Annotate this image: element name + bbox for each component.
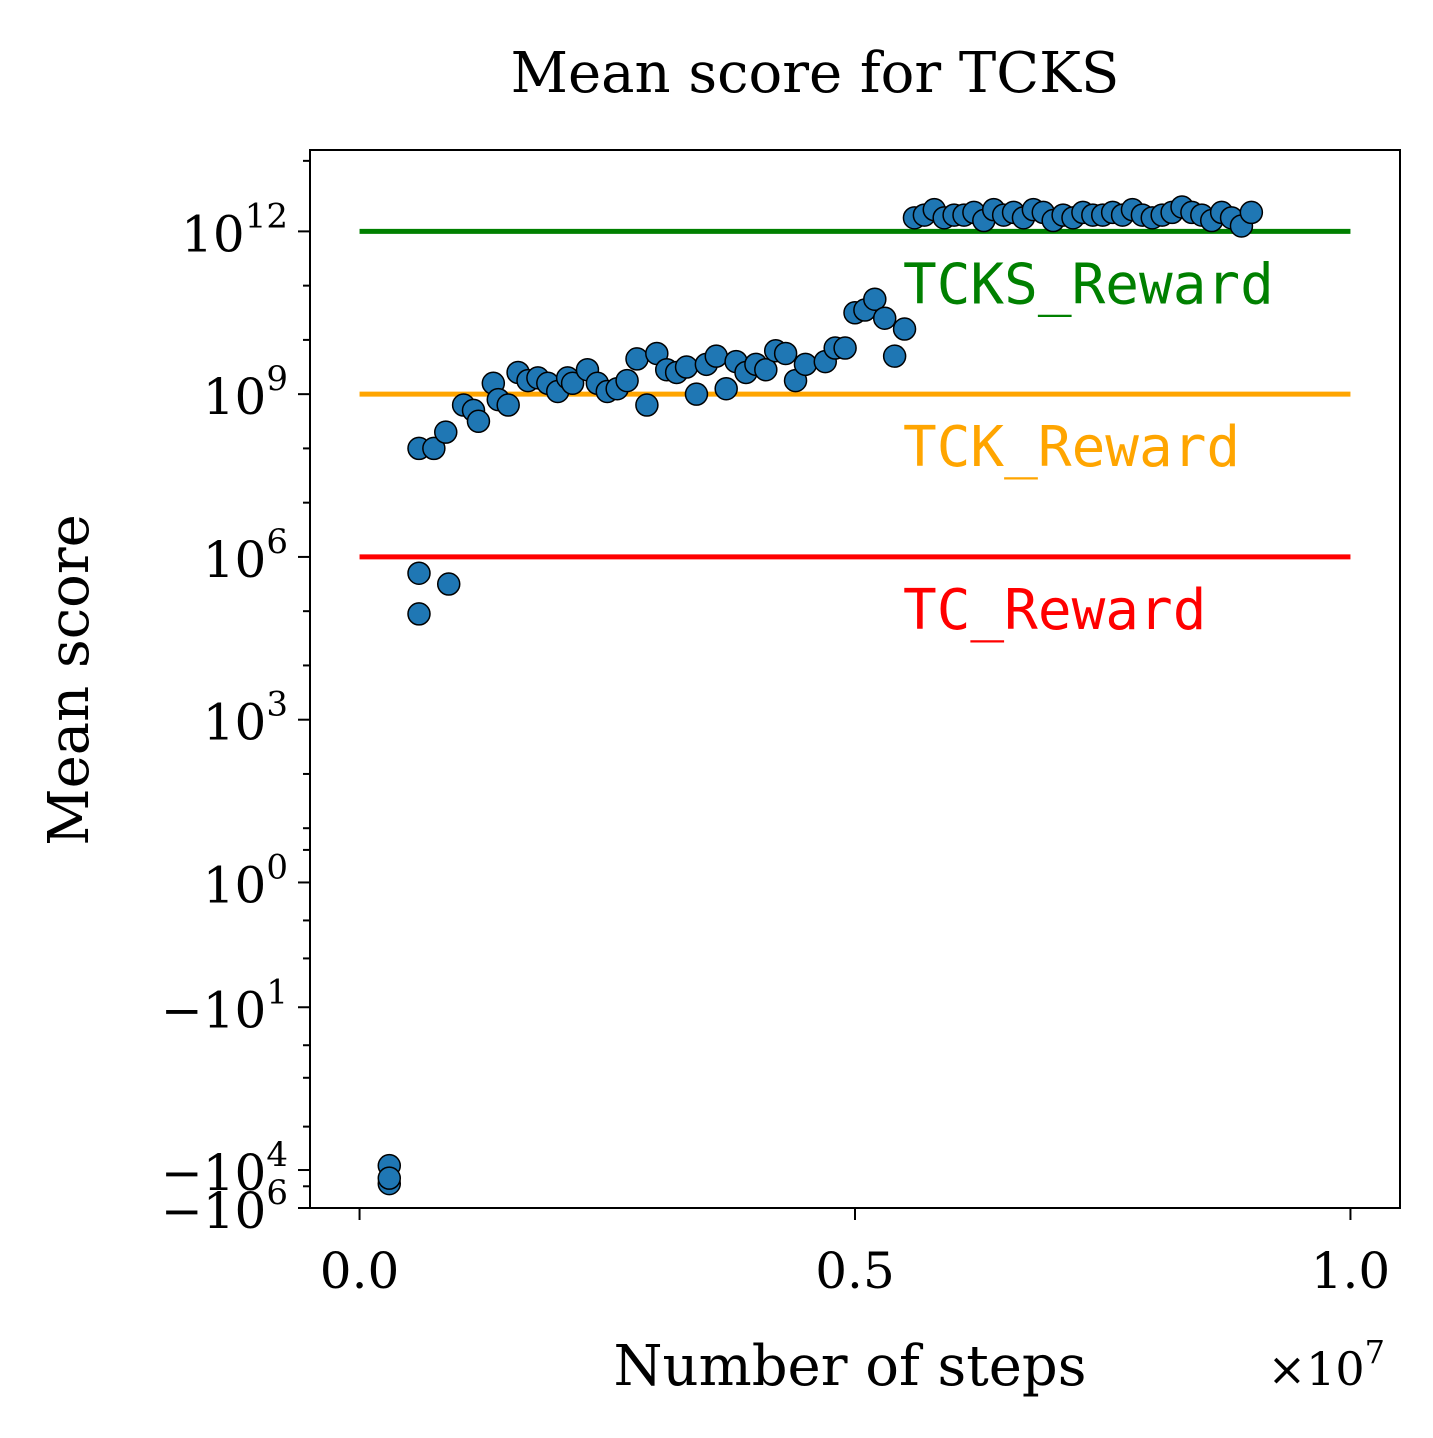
- y-axis-label: Mean score: [37, 514, 102, 845]
- y-tick-label: 100: [203, 847, 288, 914]
- data-point: [714, 376, 738, 401]
- data-point: [466, 409, 491, 434]
- ref-label-tck-reward: TCK_Reward: [903, 415, 1240, 480]
- data-point: [863, 287, 887, 311]
- y-tick-label: 106: [203, 522, 288, 589]
- ref-label-tc-reward: TC_Reward: [903, 578, 1206, 643]
- x-axis-multiplier: ×107: [1268, 1333, 1385, 1396]
- x-axis: 0.0 0.5 1.0: [320, 1208, 1390, 1300]
- data-point: [833, 336, 857, 360]
- y-tick-label: 103: [203, 685, 288, 752]
- y-tick-label: −104: [161, 1135, 288, 1202]
- data-point: [635, 393, 659, 417]
- reference-lines: TCKS_Reward TCK_Reward TC_Reward: [359, 228, 1351, 643]
- data-point: [1239, 200, 1264, 225]
- y-tick-label: −106: [161, 1173, 288, 1240]
- data-point: [892, 317, 917, 341]
- data-point: [882, 344, 907, 368]
- data-point: [872, 306, 897, 330]
- data-point: [773, 341, 798, 366]
- chart-title: Mean score for TCKS: [511, 41, 1120, 106]
- y-axis: 1012 109 106 103 100 −101 −104−106: [161, 159, 310, 1240]
- data-point: [615, 368, 639, 393]
- y-tick-label: 109: [203, 359, 288, 426]
- y-tick-label: −101: [161, 972, 288, 1039]
- data-point: [625, 347, 649, 371]
- data-point: [407, 602, 431, 626]
- x-axis-label: Number of steps: [614, 1334, 1087, 1399]
- data-point: [704, 344, 729, 368]
- data-point: [793, 352, 818, 377]
- data-point: [377, 1166, 402, 1190]
- x-tick-label: 0.0: [320, 1242, 400, 1300]
- data-point: [496, 393, 520, 417]
- data-points: [377, 195, 1264, 1196]
- data-point: [674, 355, 699, 379]
- ref-label-tcks-reward: TCKS_Reward: [903, 252, 1274, 317]
- data-point: [560, 371, 585, 396]
- x-tick-label: 0.5: [815, 1242, 895, 1300]
- x-tick-label: 1.0: [1311, 1242, 1391, 1300]
- data-point: [684, 382, 709, 406]
- data-point: [436, 572, 461, 596]
- data-point: [754, 357, 778, 382]
- data-point: [407, 561, 431, 585]
- data-point: [434, 420, 458, 444]
- y-tick-label: 1012: [181, 196, 288, 263]
- data-point: [422, 436, 446, 461]
